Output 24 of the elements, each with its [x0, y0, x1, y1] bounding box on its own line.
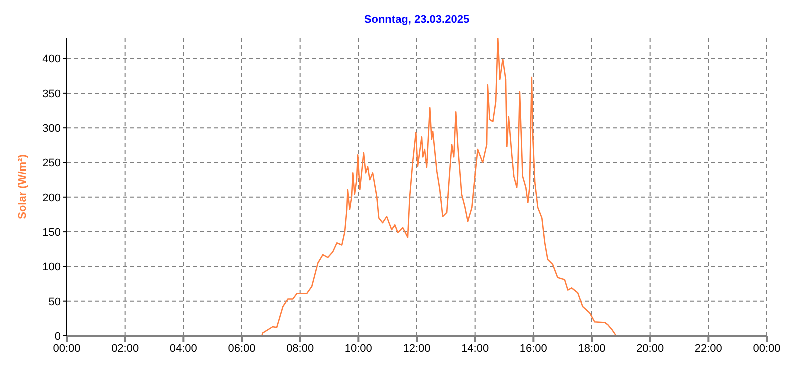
x-tick-label: 12:00	[403, 342, 431, 355]
y-tick-label: 100	[42, 262, 61, 274]
x-tick-label: 22:00	[694, 342, 722, 355]
x-tick-label: 00:00	[753, 342, 781, 355]
y-tick-label: 250	[42, 158, 61, 170]
y-tick-label: 350	[42, 88, 61, 100]
x-tick-label: 14:00	[462, 342, 490, 355]
x-tick-label: 02:00	[112, 342, 140, 355]
x-tick-label: 00:00	[53, 342, 81, 355]
y-tick-label: 0	[54, 330, 61, 343]
y-tick-label: 50	[48, 296, 61, 308]
y-axis-title: Solar (W/m²)	[16, 154, 29, 220]
x-tick-label: 20:00	[636, 342, 664, 355]
x-tick-label: 18:00	[578, 342, 606, 355]
y-tick-label: 200	[42, 192, 61, 204]
chart-title: Sonntag, 23.03.2025	[363, 14, 471, 26]
x-tick-label: 16:00	[520, 342, 548, 355]
x-tick-label: 08:00	[286, 342, 314, 355]
y-tick-label: 300	[42, 123, 61, 135]
y-tick-label: 400	[42, 54, 61, 66]
x-tick-label: 10:00	[344, 342, 372, 355]
x-tick-label: 06:00	[228, 342, 256, 355]
y-tick-label: 150	[42, 226, 61, 239]
x-tick-label: 04:00	[170, 342, 198, 355]
